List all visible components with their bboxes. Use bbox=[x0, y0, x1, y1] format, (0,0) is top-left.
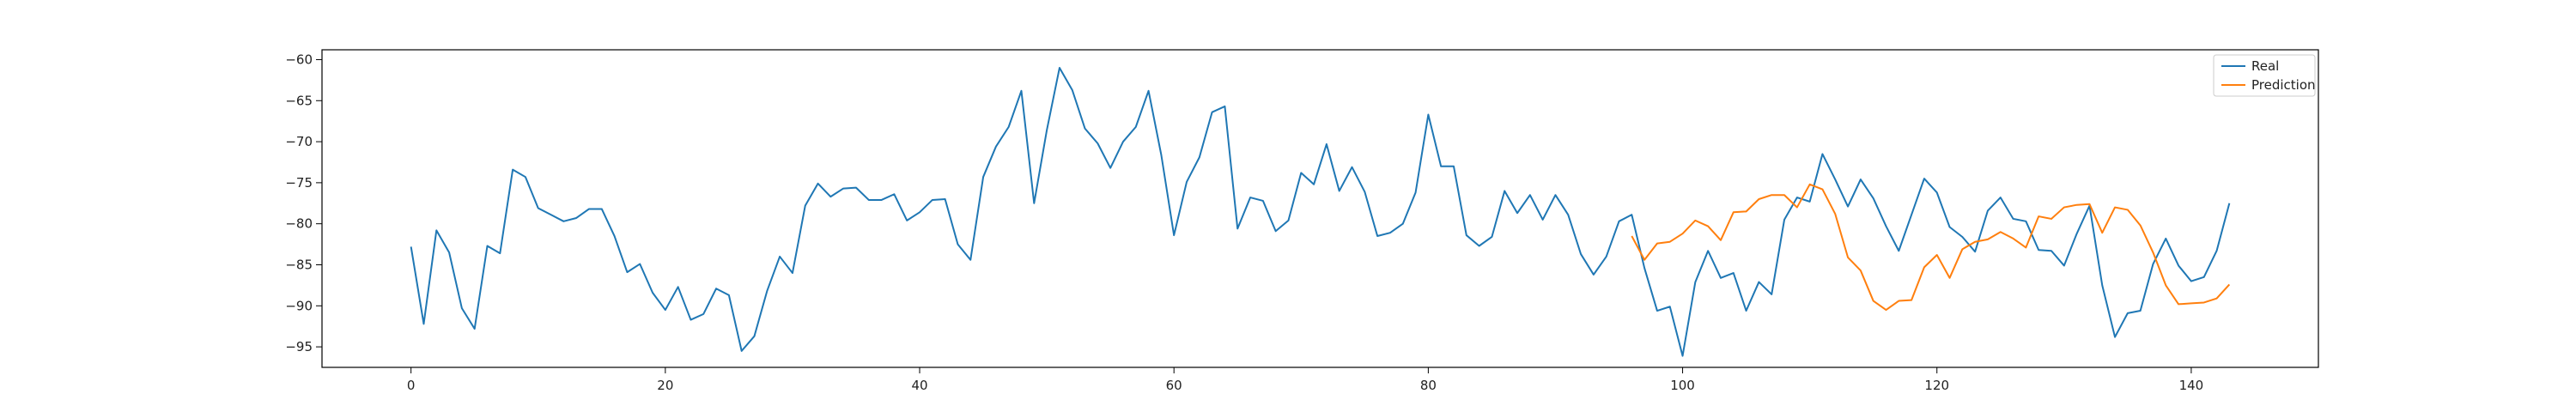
y-tick-label: −75 bbox=[285, 175, 313, 191]
y-tick-label: −70 bbox=[285, 134, 313, 149]
legend-label-real: Real bbox=[2251, 58, 2279, 74]
x-axis: 0 20 40 60 80 100 120 140 bbox=[407, 367, 2203, 393]
x-tick-label: 80 bbox=[1420, 378, 1437, 393]
x-tick-label: 120 bbox=[1924, 378, 1949, 393]
x-tick-label: 0 bbox=[407, 378, 416, 393]
y-axis: −60 −65 −70 −75 −80 −85 −90 −95 bbox=[285, 52, 322, 354]
y-tick-label: −60 bbox=[285, 52, 313, 67]
legend-label-prediction: Prediction bbox=[2251, 77, 2316, 93]
legend: Real Prediction bbox=[2213, 54, 2316, 97]
y-tick-label: −90 bbox=[285, 298, 313, 313]
x-tick-label: 20 bbox=[657, 378, 673, 393]
series-line-real bbox=[410, 67, 2231, 357]
y-tick-label: −80 bbox=[285, 216, 313, 232]
x-tick-label: 40 bbox=[911, 378, 927, 393]
x-tick-label: 60 bbox=[1166, 378, 1182, 393]
y-tick-label: −95 bbox=[285, 339, 313, 354]
series-line-prediction bbox=[1631, 183, 2231, 312]
plot-area bbox=[321, 49, 2319, 368]
series-lines bbox=[410, 67, 2231, 357]
y-tick-label: −85 bbox=[285, 257, 313, 272]
x-tick-label: 100 bbox=[1670, 378, 1695, 393]
y-tick-label: −65 bbox=[285, 93, 313, 108]
x-tick-label: 140 bbox=[2179, 378, 2204, 393]
